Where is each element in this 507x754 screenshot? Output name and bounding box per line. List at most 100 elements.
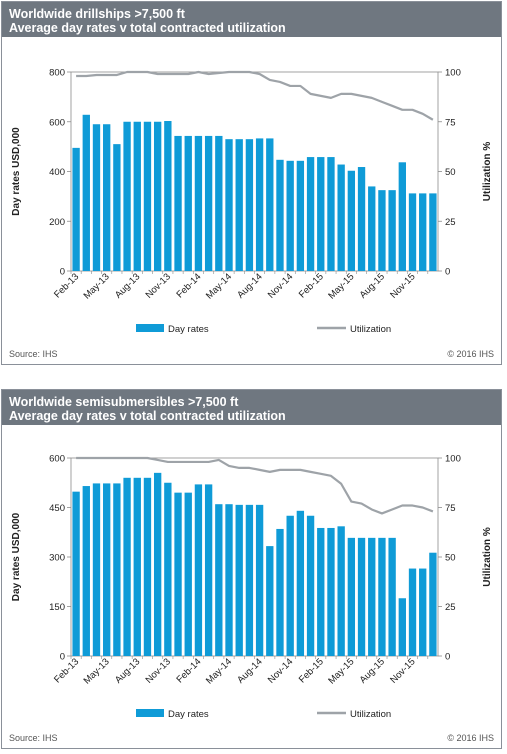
y-tick-label: 0	[60, 267, 65, 278]
legend-swatch-day-rates	[136, 709, 164, 717]
y-tick-label: 400	[49, 167, 65, 178]
x-tick-label: Nov-15	[388, 656, 417, 685]
y-tick-label: 150	[49, 602, 65, 613]
bar	[408, 193, 417, 271]
bar	[266, 138, 274, 271]
bar	[92, 124, 101, 271]
x-tick-label: Aug-15	[358, 656, 387, 685]
semisubmersibles-chart: 0 150 300 450 600 0 25 50 75 100 Feb-13 May-13 Aug-1…	[11, 454, 493, 721]
bar	[419, 568, 427, 656]
x-tick-label: Aug-15	[358, 271, 387, 300]
bar	[255, 138, 264, 271]
y-tick-label: 450	[49, 503, 65, 514]
bar	[164, 121, 172, 271]
bar	[123, 477, 131, 656]
bar	[408, 568, 417, 656]
x-tick-label: May-13	[82, 656, 112, 686]
y2-tick-label: 100	[445, 454, 461, 465]
chart-title: Worldwide drillships >7,500 ft	[9, 7, 185, 21]
bar	[276, 159, 284, 271]
bar	[82, 114, 90, 271]
bar	[388, 190, 396, 271]
bar	[215, 504, 223, 656]
bar	[245, 504, 254, 656]
bar	[82, 486, 90, 656]
bar	[113, 483, 121, 656]
chart-subtitle: Average day rates v total contracted uti…	[9, 21, 286, 35]
bar	[388, 537, 396, 656]
y-tick-label: 600	[49, 117, 65, 128]
bar	[378, 537, 386, 656]
x-tick-label: Aug-14	[235, 656, 264, 685]
bar	[235, 504, 243, 656]
x-tick-label: Nov-13	[144, 656, 173, 685]
bar	[317, 157, 325, 271]
x-tick-label: Feb-15	[297, 271, 326, 300]
x-tick-label: Feb-13	[52, 656, 81, 685]
bar	[398, 162, 406, 271]
x-tick-label: May-14	[204, 271, 234, 301]
bar	[245, 139, 254, 271]
x-tick-label: May-13	[82, 271, 112, 301]
bar	[204, 484, 213, 656]
bar	[204, 135, 213, 271]
legend-swatch-day-rates	[136, 324, 164, 332]
chart-subtitle: Average day rates v total contracted uti…	[9, 409, 286, 423]
x-tick-label: Aug-14	[235, 271, 264, 300]
bar	[255, 504, 264, 656]
y2-tick-label: 50	[445, 553, 456, 564]
bar	[286, 160, 294, 271]
bar	[286, 515, 294, 656]
bar	[306, 515, 315, 656]
y-tick-label: 600	[49, 454, 65, 465]
bar	[327, 157, 335, 271]
y-tick-label: 0	[60, 652, 65, 663]
y2-tick-label: 50	[445, 167, 456, 178]
x-tick-label: Feb-14	[174, 656, 203, 685]
chart-title: Worldwide semisubmersibles >7,500 ft	[9, 395, 239, 409]
source-label: Source: IHS	[9, 733, 58, 743]
bar	[347, 170, 356, 271]
x-tick-label: Nov-13	[144, 271, 173, 300]
y2-tick-label: 75	[445, 117, 456, 128]
y2-tick-label: 0	[445, 652, 450, 663]
y-axis-title: Day rates USD,000	[11, 127, 22, 216]
y-tick-label: 300	[49, 553, 65, 564]
bar	[357, 537, 366, 656]
bar	[215, 135, 223, 271]
copyright-label: © 2016 IHS	[447, 733, 494, 743]
bar	[327, 527, 335, 656]
bar	[225, 139, 233, 271]
bar	[143, 121, 152, 271]
bar	[153, 472, 162, 656]
y2-tick-label: 25	[445, 602, 456, 613]
source-label: Source: IHS	[9, 349, 58, 359]
x-tick-label: Nov-14	[266, 271, 295, 300]
x-tick-label: Feb-14	[174, 271, 203, 300]
legend-label-day-rates: Day rates	[168, 324, 209, 335]
chart-panel-drillships: Worldwide drillships >7,500 ft Average d…	[1, 1, 502, 365]
bar	[296, 160, 305, 271]
y2-tick-label: 100	[445, 68, 461, 79]
x-tick-label: May-14	[204, 656, 234, 686]
bar	[103, 483, 111, 656]
utilization-line	[76, 70, 434, 121]
chart-header: Worldwide semisubmersibles >7,500 ft Ave…	[2, 390, 501, 425]
y-tick-label: 200	[49, 217, 65, 228]
bar	[337, 164, 345, 271]
bar	[194, 484, 203, 656]
bar	[347, 537, 356, 656]
y2-tick-label: 25	[445, 217, 456, 228]
x-tick-label: May-15	[326, 656, 356, 686]
x-tick-label: Feb-15	[297, 656, 326, 685]
bar	[72, 147, 80, 271]
y2-tick-label: 75	[445, 503, 456, 514]
x-tick-label: Aug-13	[113, 271, 142, 300]
x-tick-label: Feb-13	[52, 271, 81, 300]
bar	[164, 482, 172, 656]
bar	[72, 491, 80, 656]
legend-label-day-rates: Day rates	[168, 709, 209, 720]
bar	[133, 121, 141, 271]
bar	[103, 124, 111, 271]
